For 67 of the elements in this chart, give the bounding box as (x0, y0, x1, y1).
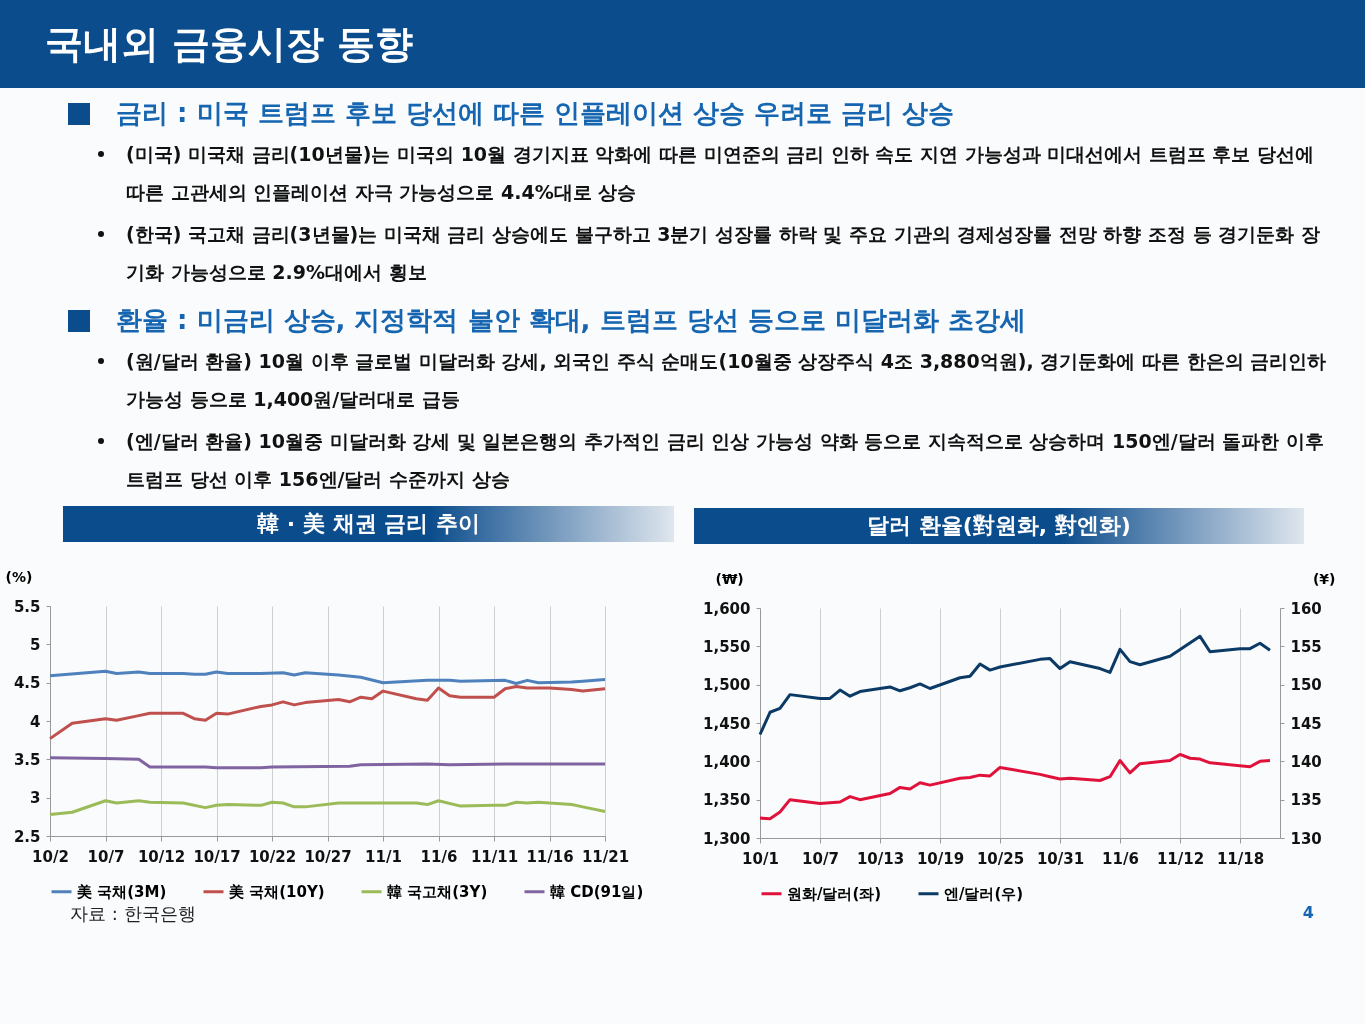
y-tick-label: 1,600 (703, 599, 751, 618)
line-series (48, 685, 607, 741)
y-tick-label: 1,400 (703, 752, 751, 771)
text: 자료 : 한국은행 (70, 902, 197, 926)
line-series (48, 756, 607, 770)
legend-label: 韓 CD(91일) (550, 882, 644, 901)
x-tick-label: 10/2 (32, 847, 69, 866)
x-tick-label: 11/12 (1156, 849, 1205, 868)
y-tick-label: 2.5 (13, 827, 41, 846)
line-series (48, 669, 607, 685)
text: (미국) 미국채 금리(10년물)는 미국의 10월 경기지표 악화에 따른 미연준의 금리 인하 속도 지연 가능성과 미대선에서 트럼프 후보 당선에 따른 고관세의 인플레이션 자극 가능성으로 4.4%대로 상승 (125, 142, 1316, 205)
y-axis-title: (₩) (715, 570, 744, 587)
x-tick-label: 11/21 (581, 847, 630, 866)
y-tick-label: 3.5 (13, 750, 41, 769)
line-series (758, 752, 1272, 821)
y-tick-label: 1,450 (703, 714, 751, 733)
x-tick-label: 11/18 (1216, 849, 1265, 868)
y2-tick-label: 145 (1290, 714, 1322, 733)
y-axis-title: (%) (5, 568, 33, 585)
y-tick-label: 1,550 (703, 637, 751, 656)
y2-tick-label: 135 (1290, 791, 1322, 810)
y-tick-label: 3 (30, 789, 41, 808)
chart-title: 韓 · 美 채권 금리 추이 (63, 506, 674, 542)
x-tick-label: 10/27 (304, 847, 352, 866)
legend-label: 엔/달러(우) (944, 884, 1024, 903)
line-series (48, 799, 607, 817)
x-tick-label: 10/1 (742, 849, 779, 868)
x-tick-label: 11/6 (420, 847, 458, 866)
y-tick-label: 1,300 (703, 829, 751, 848)
text: 국내외 금융시장 동향 (0, 0, 1365, 88)
x-tick-label: 10/19 (916, 849, 965, 868)
y2-tick-label: 130 (1290, 829, 1322, 848)
y-tick-label: 5.5 (13, 597, 41, 616)
y-tick-label: 5 (30, 635, 41, 654)
y2-axis-title: (¥) (1312, 570, 1336, 587)
y2-tick-label: 155 (1290, 637, 1322, 656)
x-tick-label: 10/25 (976, 849, 1025, 868)
x-tick-label: 10/7 (802, 849, 839, 868)
text: (엔/달러 환율) 10월중 미달러화 강세 및 일본은행의 추가적인 금리 인상 가능성 약화 등으로 지속적으로 상승하며 150엔/달러 돌파한 이후 트럼프 당선 이후 156엔/달러 수준까지 상승 (125, 429, 1325, 492)
y2-tick-label: 150 (1290, 676, 1322, 695)
y-tick-label: 4.5 (13, 674, 41, 693)
x-tick-label: 11/16 (526, 847, 574, 866)
legend-label: 원화/달러(좌) (787, 884, 882, 903)
legend-label: 美 국채(10Y) (228, 882, 325, 901)
y2-tick-label: 140 (1290, 752, 1322, 771)
x-tick-label: 10/22 (248, 847, 297, 866)
x-tick-label: 10/7 (87, 847, 125, 866)
text: 환율 : 미금리 상승, 지정학적 불안 확대, 트럼프 당선 등으로 미달러화 초강세 (116, 304, 1026, 337)
x-tick-label: 11/11 (470, 847, 519, 866)
y2-tick-label: 160 (1290, 599, 1322, 618)
y-tick-label: 1,350 (703, 791, 751, 810)
y-tick-label: 4 (30, 712, 41, 731)
x-tick-label: 10/17 (193, 847, 241, 866)
legend-label: 美 국채(3M) (76, 882, 167, 901)
text: 금리 : 미국 트럼프 후보 당선에 따른 인플레이션 상승 우려로 금리 상승 (116, 97, 954, 130)
chart-title: 달러 환율(對원화, 對엔화) (694, 508, 1304, 544)
y-tick-label: 1,500 (703, 676, 751, 695)
x-tick-label: 11/1 (365, 847, 402, 866)
x-tick-label: 10/13 (856, 849, 905, 868)
x-tick-label: 10/31 (1036, 849, 1085, 868)
text: 4 (1302, 903, 1314, 922)
legend-label: 韓 국고채(3Y) (387, 882, 488, 901)
text: (한국) 국고채 금리(3년물)는 미국채 금리 상승에도 불구하고 3분기 성장률 하락 및 주요 기관의 경제성장률 전망 하향 조정 등 경기둔화 장기화 가능성으로 2.9%대에서 횡보 (125, 222, 1321, 285)
text: (원/달러 환율) 10월 이후 글로벌 미달러화 강세, 외국인 주식 순매도(10월중 상장주식 4조 3,880억원), 경기둔화에 따른 한은의 금리인하 가능성 등으로 1,400원/달러대로 급등 (125, 349, 1328, 412)
x-tick-label: 11/6 (1102, 849, 1139, 868)
x-tick-label: 10/12 (137, 847, 186, 866)
line-series (758, 634, 1272, 736)
